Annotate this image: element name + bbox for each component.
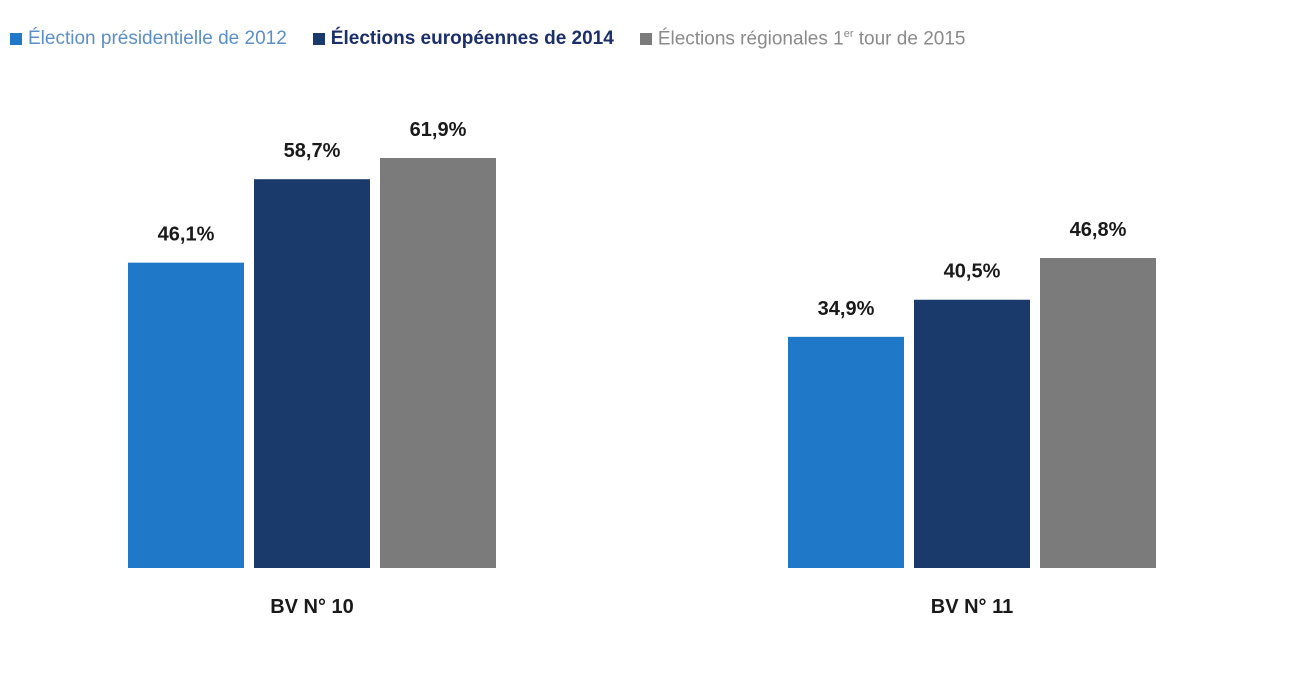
legend-label-presidentielle-2012: Élection présidentielle de 2012 [28, 28, 287, 50]
bar-1-series-3 [380, 158, 496, 568]
bar-1-series-2 [254, 179, 370, 568]
legend-swatch-europeennes-2014 [312, 33, 325, 46]
legend-label-regionales-sup: er [843, 28, 854, 40]
data-label-2-series-2: 40,5% [944, 261, 1001, 283]
category-label-2: BV N° 11 [931, 596, 1013, 618]
legend-item-regionales-2015: Élections régionales 1er tour de 2015 [639, 28, 966, 50]
bar-2-series-2 [914, 299, 1030, 568]
data-label-1-series-3: 61,9% [410, 119, 467, 141]
chart-legend: Élection présidentielle de 2012 Élection… [10, 28, 965, 50]
bar-2-series-1 [788, 336, 904, 568]
legend-label-regionales-part1: Élections régionales 1 [657, 28, 844, 50]
data-label-2-series-3: 46,8% [1070, 219, 1127, 241]
legend-swatch-presidentielle-2012 [10, 33, 22, 46]
bar-1-series-1 [128, 262, 244, 568]
legend-label-europeennes-2014: Élections européennes de 2014 [330, 28, 614, 50]
data-label-1-series-2: 58,7% [284, 140, 341, 162]
bar-2-series-3 [1040, 258, 1156, 568]
data-label-1-series-1: 46,1% [158, 224, 215, 246]
legend-item-presidentielle-2012: Élection présidentielle de 2012 [10, 28, 287, 50]
data-label-2-series-1: 34,9% [818, 298, 875, 320]
category-label-1: BV N° 10 [270, 596, 354, 618]
legend-swatch-regionales-2015 [639, 33, 652, 46]
legend-label-regionales-part2: tour de 2015 [853, 28, 966, 50]
legend-label-regionales-2015: Élections régionales 1er tour de 2015 [658, 28, 966, 50]
legend-item-europeennes-2014: Élections européennes de 2014 [312, 28, 614, 50]
